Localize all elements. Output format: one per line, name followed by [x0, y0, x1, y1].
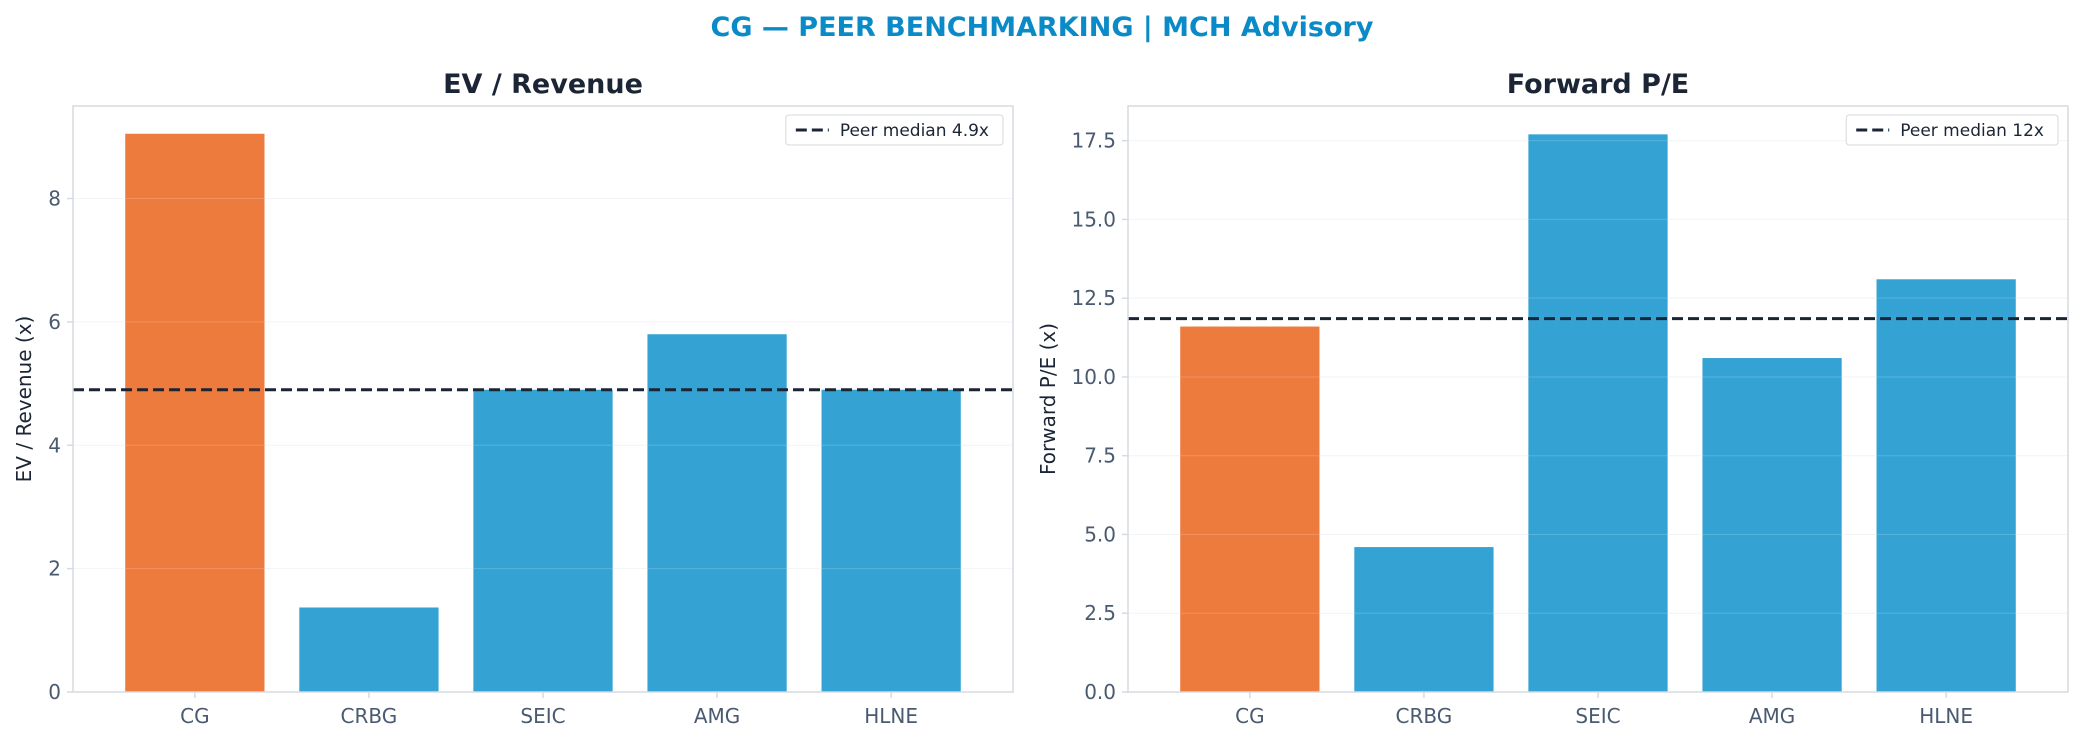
chart-0-bar-crbg: [299, 607, 439, 692]
chart-0-xtick-label-hlne: HLNE: [864, 704, 918, 728]
chart-1-xtick-label-hlne: HLNE: [1919, 704, 1973, 728]
chart-0-xtick-label-cg: CG: [180, 704, 209, 728]
chart-0-bar-cg: [125, 133, 265, 693]
chart-1-legend-label: Peer median 12x: [1900, 121, 2044, 141]
chart-0-ytick-label-3: 6: [48, 310, 61, 334]
chart-0-bar-seic: [473, 389, 613, 692]
chart-1-ytick-label-5: 12.5: [1071, 286, 1116, 310]
chart-0-bar-hlne: [821, 389, 961, 692]
chart-1-legend: Peer median 12x: [1845, 114, 2059, 146]
chart-1-bar-crbg: [1354, 547, 1494, 692]
chart-0-legend: Peer median 4.9x: [785, 114, 1004, 146]
chart-1-ytick-label-2: 5.0: [1084, 522, 1116, 546]
chart-0-ylabel: EV / Revenue (x): [12, 316, 36, 483]
chart-1-ytick-label-4: 10.0: [1071, 365, 1116, 389]
ev-revenue-panel: 0 2 4 6 8 CG CRBG SEIC AMG HLNE EV / Revenue EV / R…: [12, 69, 1014, 728]
chart-0-bar-amg: [647, 334, 787, 692]
chart-0-xtick-label-amg: AMG: [694, 704, 740, 728]
chart-1-ytick-label-7: 17.5: [1071, 129, 1116, 153]
chart-1-bar-amg: [1702, 358, 1842, 692]
chart-1-xtick-label-crbg: CRBG: [1396, 704, 1453, 728]
chart-1-ytick-label-0: 0.0: [1084, 680, 1116, 704]
chart-1-legend-box: [1845, 114, 2059, 146]
chart-0-legend-box: [785, 114, 1004, 146]
chart-1-bar-hlne: [1876, 279, 2016, 692]
chart-0-title: EV / Revenue: [443, 69, 643, 100]
chart-1-ytick-label-1: 2.5: [1084, 601, 1116, 625]
chart-0-legend-label: Peer median 4.9x: [840, 121, 989, 141]
chart-0-ytick-label-0: 0: [48, 680, 61, 704]
chart-1-xtick-label-seic: SEIC: [1575, 704, 1620, 728]
chart-1-xtick-label-amg: AMG: [1749, 704, 1795, 728]
chart-0-xtick-label-seic: SEIC: [520, 704, 565, 728]
chart-1-ylabel: Forward P/E (x): [1036, 323, 1060, 475]
chart-0-ytick-label-1: 2: [48, 557, 61, 581]
chart-0-xtick-label-crbg: CRBG: [341, 704, 398, 728]
chart-1-ytick-label-6: 15.0: [1071, 207, 1116, 231]
chart-1-bar-seic: [1528, 134, 1668, 692]
chart-0-ytick-label-2: 4: [48, 433, 61, 457]
chart-1-title: Forward P/E: [1507, 69, 1690, 100]
chart-1-ytick-label-3: 7.5: [1084, 444, 1116, 468]
chart-0-ytick-label-4: 8: [48, 187, 61, 211]
forward-pe-panel: 0.0 2.5 5.0 7.5 10.0 12.5 15.0 17.5 CG CRBG SEIC AM…: [1036, 69, 2069, 728]
chart-1-xtick-label-cg: CG: [1235, 704, 1264, 728]
figure-suptitle: CG — PEER BENCHMARKING | MCH Advisory: [711, 12, 1374, 43]
chart-1-bar-cg: [1180, 326, 1320, 692]
